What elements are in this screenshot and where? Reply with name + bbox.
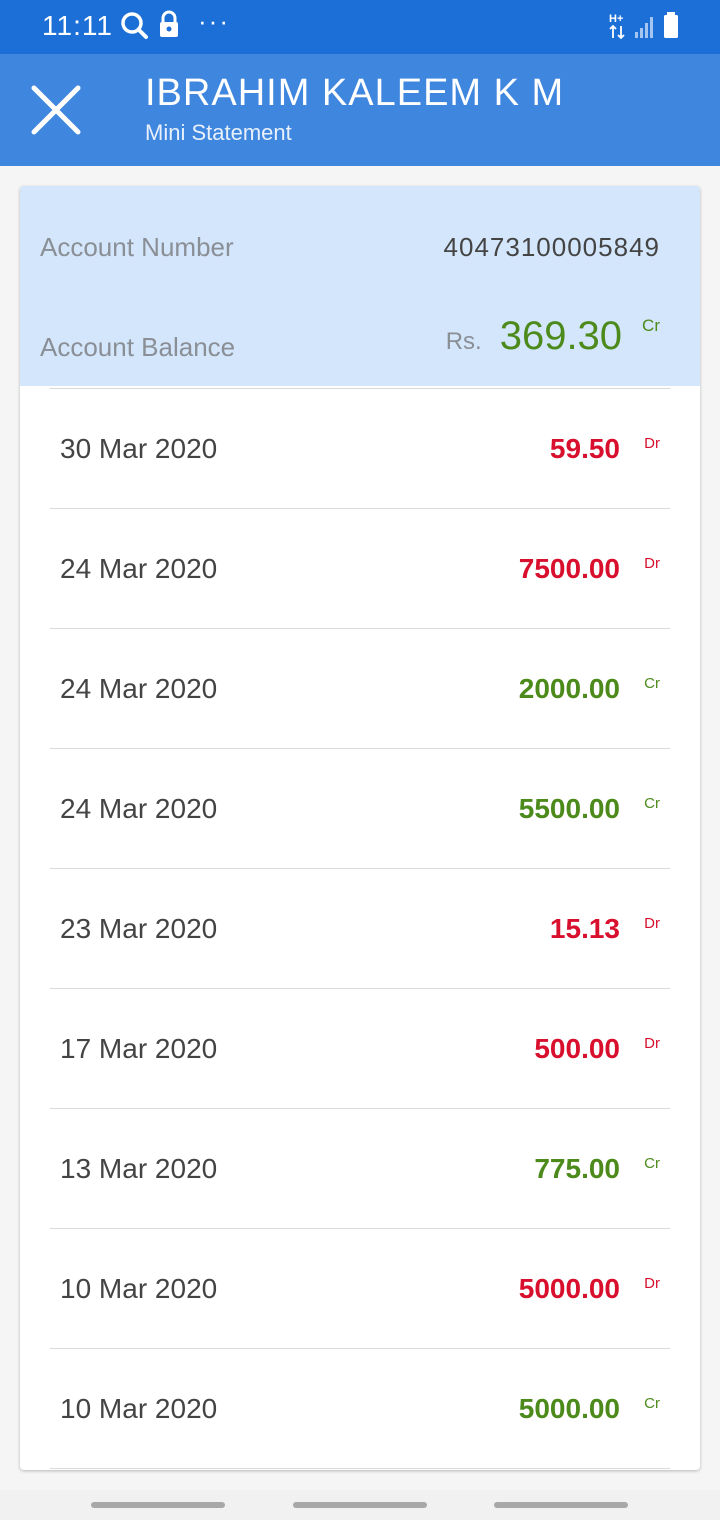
- transaction-type-tag: Dr: [644, 1275, 660, 1292]
- transaction-row: 23 Mar 2020 15.13 Dr: [50, 868, 670, 988]
- transaction-amount: 775.00: [534, 1153, 620, 1184]
- data-arrows-icon: H+: [608, 8, 628, 47]
- account-number-label: Account Number: [40, 232, 234, 262]
- close-button[interactable]: [22, 74, 90, 146]
- transaction-row: 30 Mar 2020 59.50 Dr: [50, 388, 670, 508]
- page-subtitle: Mini Statement: [145, 120, 292, 145]
- transaction-date: 24 Mar 2020: [60, 673, 218, 704]
- transaction-amount: 59.50: [549, 433, 620, 464]
- transaction-date: 24 Mar 2020: [60, 793, 218, 824]
- transaction-type-tag: Cr: [644, 1155, 660, 1172]
- transaction-date: 17 Mar 2020: [60, 1033, 218, 1064]
- transaction-date: 24 Mar 2020: [60, 553, 218, 584]
- svg-text:H+: H+: [609, 13, 623, 25]
- status-time: 11:11: [42, 10, 113, 41]
- close-icon: [31, 85, 81, 135]
- transaction-type-tag: Cr: [644, 675, 660, 692]
- nav-recents-button[interactable]: [91, 1502, 225, 1508]
- transaction-date: 30 Mar 2020: [60, 433, 218, 464]
- app-bar: IBRAHIM KALEEM K M Mini Statement: [0, 54, 720, 166]
- transaction-row: 13 Mar 2020 775.00 Cr: [50, 1108, 670, 1228]
- account-number-value: 40473100005849: [443, 232, 660, 262]
- more-notifications-icon: ···: [198, 6, 230, 36]
- status-bar: 11:11 ··· H+: [0, 0, 720, 54]
- transaction-amount: 2000.00: [518, 673, 620, 704]
- page-title: IBRAHIM KALEEM K M: [145, 72, 565, 114]
- transaction-date: 10 Mar 2020: [60, 1273, 218, 1304]
- transaction-amount: 5000.00: [518, 1393, 620, 1424]
- nav-back-button[interactable]: [494, 1502, 628, 1508]
- transaction-amount: 5000.00: [518, 1273, 620, 1304]
- signal-icon: [634, 8, 656, 47]
- transaction-row: 10 Mar 2020 5000.00 Dr: [50, 1228, 670, 1348]
- nav-home-button[interactable]: [293, 1502, 427, 1508]
- transaction-type-tag: Cr: [644, 1395, 660, 1412]
- account-summary: Account Number 40473100005849 Account Ba…: [20, 186, 700, 386]
- battery-icon: [662, 8, 680, 47]
- balance-type-tag: Cr: [642, 316, 660, 335]
- transaction-amount: 500.00: [534, 1033, 620, 1064]
- search-icon: [120, 8, 150, 47]
- transaction-row: 24 Mar 2020 7500.00 Dr: [50, 508, 670, 628]
- transaction-row: 24 Mar 2020 5500.00 Cr: [50, 748, 670, 868]
- account-balance: Rs. 369.30 Cr: [446, 314, 660, 359]
- transaction-amount: 5500.00: [518, 793, 620, 824]
- lock-icon: [158, 8, 180, 47]
- transaction-type-tag: Dr: [644, 1035, 660, 1052]
- list-divider: [50, 1468, 670, 1470]
- transaction-row: 10 Mar 2020 5000.00 Cr: [50, 1348, 670, 1468]
- transaction-type-tag: Dr: [644, 555, 660, 572]
- account-balance-label: Account Balance: [40, 332, 236, 362]
- transaction-type-tag: Cr: [644, 795, 660, 812]
- transaction-amount: 7500.00: [518, 553, 620, 584]
- currency-label: Rs.: [445, 328, 482, 355]
- transaction-type-tag: Dr: [644, 915, 660, 932]
- transaction-date: 23 Mar 2020: [60, 913, 218, 944]
- transaction-list: 30 Mar 2020 59.50 Dr 24 Mar 2020 7500.00…: [50, 388, 670, 1470]
- system-nav-bar: [0, 1490, 720, 1520]
- balance-amount: 369.30: [499, 314, 623, 358]
- transaction-row: 17 Mar 2020 500.00 Dr: [50, 988, 670, 1108]
- transaction-date: 13 Mar 2020: [60, 1153, 218, 1184]
- transaction-date: 10 Mar 2020: [60, 1393, 218, 1424]
- transaction-amount: 15.13: [549, 913, 620, 944]
- statement-card: Account Number 40473100005849 Account Ba…: [20, 186, 700, 1470]
- transaction-type-tag: Dr: [644, 435, 660, 452]
- transaction-row: 24 Mar 2020 2000.00 Cr: [50, 628, 670, 748]
